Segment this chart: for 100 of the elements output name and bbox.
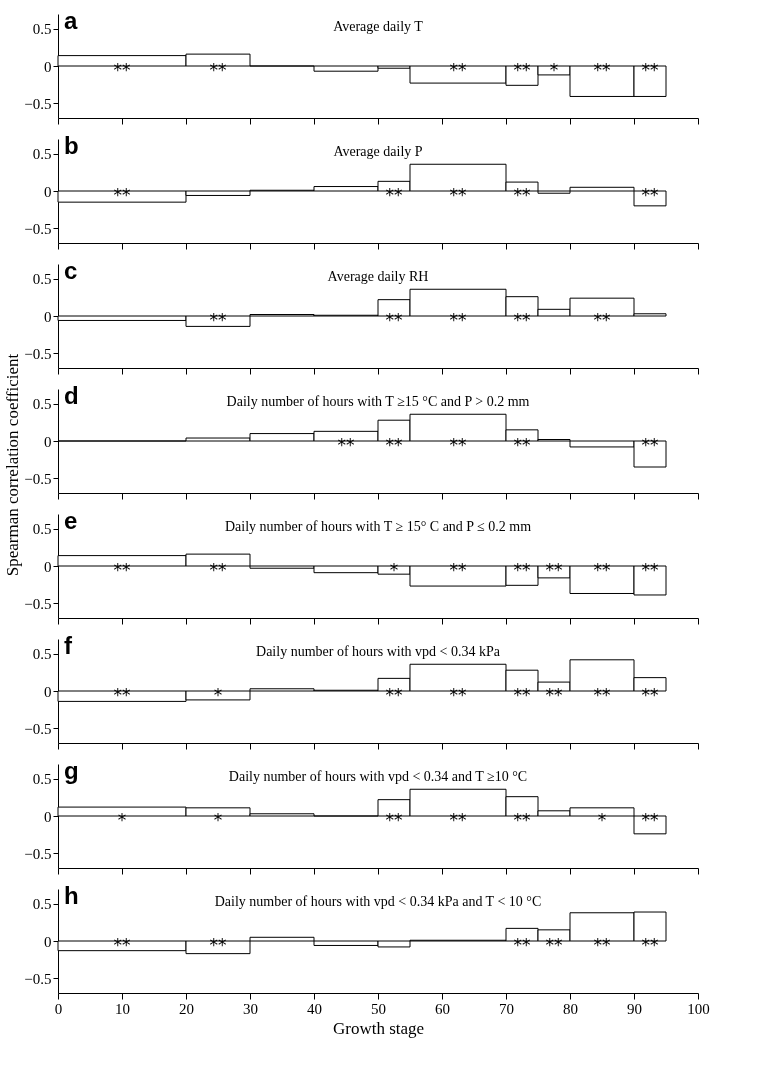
annotation: c — [64, 257, 78, 284]
annotation: ** — [209, 560, 227, 580]
x-tick-label: 10 — [115, 1000, 130, 1017]
y-tick-label: 0 — [44, 183, 52, 200]
annotation: b — [64, 132, 79, 159]
annotation: ** — [513, 185, 531, 205]
y-axis-title: Spearman correlation coefficient — [3, 353, 22, 577]
y-tick-label: 0 — [44, 933, 52, 950]
y-tick-label: −0.5 — [24, 595, 52, 612]
x-tick-label: 30 — [243, 1000, 258, 1017]
x-tick-label: 20 — [179, 1000, 194, 1017]
annotation: ** — [449, 560, 467, 580]
annotation: ** — [449, 810, 467, 830]
annotation: ** — [513, 935, 531, 955]
annotation: ** — [449, 435, 467, 455]
annotation: ** — [385, 810, 403, 830]
annotation: ** — [449, 60, 467, 80]
annotation: ** — [545, 935, 563, 955]
x-tick-label: 60 — [435, 1000, 450, 1017]
chart-title: Daily number of hours with T ≥ 15° C and P ≤ 0.2 mm — [224, 519, 532, 534]
annotation: ** — [513, 810, 531, 830]
y-tick-label: −0.5 — [24, 345, 52, 362]
annotation: ** — [513, 310, 531, 330]
annotation: ** — [209, 935, 227, 955]
annotation: ** — [545, 560, 563, 580]
annotation: ** — [385, 435, 403, 455]
chart-title: Average daily T — [333, 19, 424, 34]
annotation: ** — [209, 60, 227, 80]
y-tick-label: 0.5 — [32, 271, 52, 288]
annotation: ** — [593, 310, 611, 330]
chart-title: Average daily P — [333, 144, 423, 159]
chart-title: Average daily RH — [327, 269, 429, 284]
annotation: * — [549, 60, 559, 80]
annotation: ** — [113, 185, 131, 205]
annotation: ** — [545, 685, 563, 705]
annotation: ** — [337, 435, 355, 455]
y-tick-label: 0.5 — [32, 646, 52, 663]
annotation: ** — [641, 185, 659, 205]
y-tick-label: −0.5 — [24, 470, 52, 487]
annotation: ** — [641, 685, 659, 705]
annotation: ** — [113, 935, 131, 955]
annotation: ** — [513, 435, 531, 455]
y-tick-label: −0.5 — [24, 95, 52, 112]
y-tick-label: −0.5 — [24, 845, 52, 862]
x-tick-label: 40 — [307, 1000, 322, 1017]
x-axis-title: Growth stage — [332, 1018, 425, 1038]
annotation: f — [64, 632, 73, 659]
annotation: * — [213, 685, 223, 705]
chart-title: Daily number of hours with vpd < 0.34 kPa and T < 10 °C — [214, 894, 542, 909]
y-tick-label: 0 — [44, 558, 52, 575]
annotation: ** — [385, 185, 403, 205]
annotation: ** — [513, 60, 531, 80]
annotation: ** — [593, 560, 611, 580]
y-tick-label: 0.5 — [32, 21, 52, 38]
y-tick-label: 0 — [44, 433, 52, 450]
x-tick-label: 50 — [371, 1000, 386, 1017]
annotation: ** — [385, 685, 403, 705]
y-tick-label: −0.5 — [24, 720, 52, 737]
chart-title: Daily number of hours with vpd < 0.34 and T ≥10 °C — [228, 769, 528, 784]
annotation: ** — [113, 560, 131, 580]
y-tick-label: −0.5 — [24, 220, 52, 237]
y-tick-label: 0.5 — [32, 896, 52, 913]
chart-title: Daily number of hours with T ≥15 °C and P > 0.2 mm — [226, 394, 530, 409]
annotation: * — [597, 810, 607, 830]
annotation: ** — [113, 685, 131, 705]
annotation: ** — [641, 60, 659, 80]
annotation: ** — [449, 185, 467, 205]
x-tick-label: 80 — [563, 1000, 578, 1017]
x-tick-label: 100 — [687, 1000, 710, 1017]
y-tick-label: 0 — [44, 58, 52, 75]
annotation: ** — [449, 685, 467, 705]
chart-title: Daily number of hours with vpd < 0.34 kPa — [256, 644, 501, 659]
y-tick-label: 0.5 — [32, 521, 52, 538]
y-tick-label: 0 — [44, 683, 52, 700]
y-tick-label: 0.5 — [32, 396, 52, 413]
x-tick-label: 70 — [499, 1000, 514, 1017]
annotation: ** — [209, 310, 227, 330]
annotation: ** — [513, 685, 531, 705]
annotation: ** — [641, 810, 659, 830]
annotation: ** — [593, 935, 611, 955]
annotation: ** — [641, 935, 659, 955]
annotation: ** — [593, 685, 611, 705]
annotation: ** — [113, 60, 131, 80]
annotation: * — [117, 810, 127, 830]
annotation: * — [389, 560, 399, 580]
y-tick-label: 0.5 — [32, 146, 52, 163]
annotation: ** — [513, 560, 531, 580]
y-tick-label: 0 — [44, 808, 52, 825]
annotation: h — [64, 882, 79, 909]
x-tick-label: 90 — [627, 1000, 642, 1017]
annotation: ** — [385, 310, 403, 330]
y-tick-label: −0.5 — [24, 970, 52, 987]
annotation: ** — [593, 60, 611, 80]
annotation: g — [64, 757, 79, 784]
y-tick-label: 0 — [44, 308, 52, 325]
annotation: a — [64, 7, 78, 34]
annotation: e — [64, 507, 78, 534]
annotation: ** — [641, 560, 659, 580]
annotation: ** — [449, 310, 467, 330]
annotation: * — [213, 810, 223, 830]
